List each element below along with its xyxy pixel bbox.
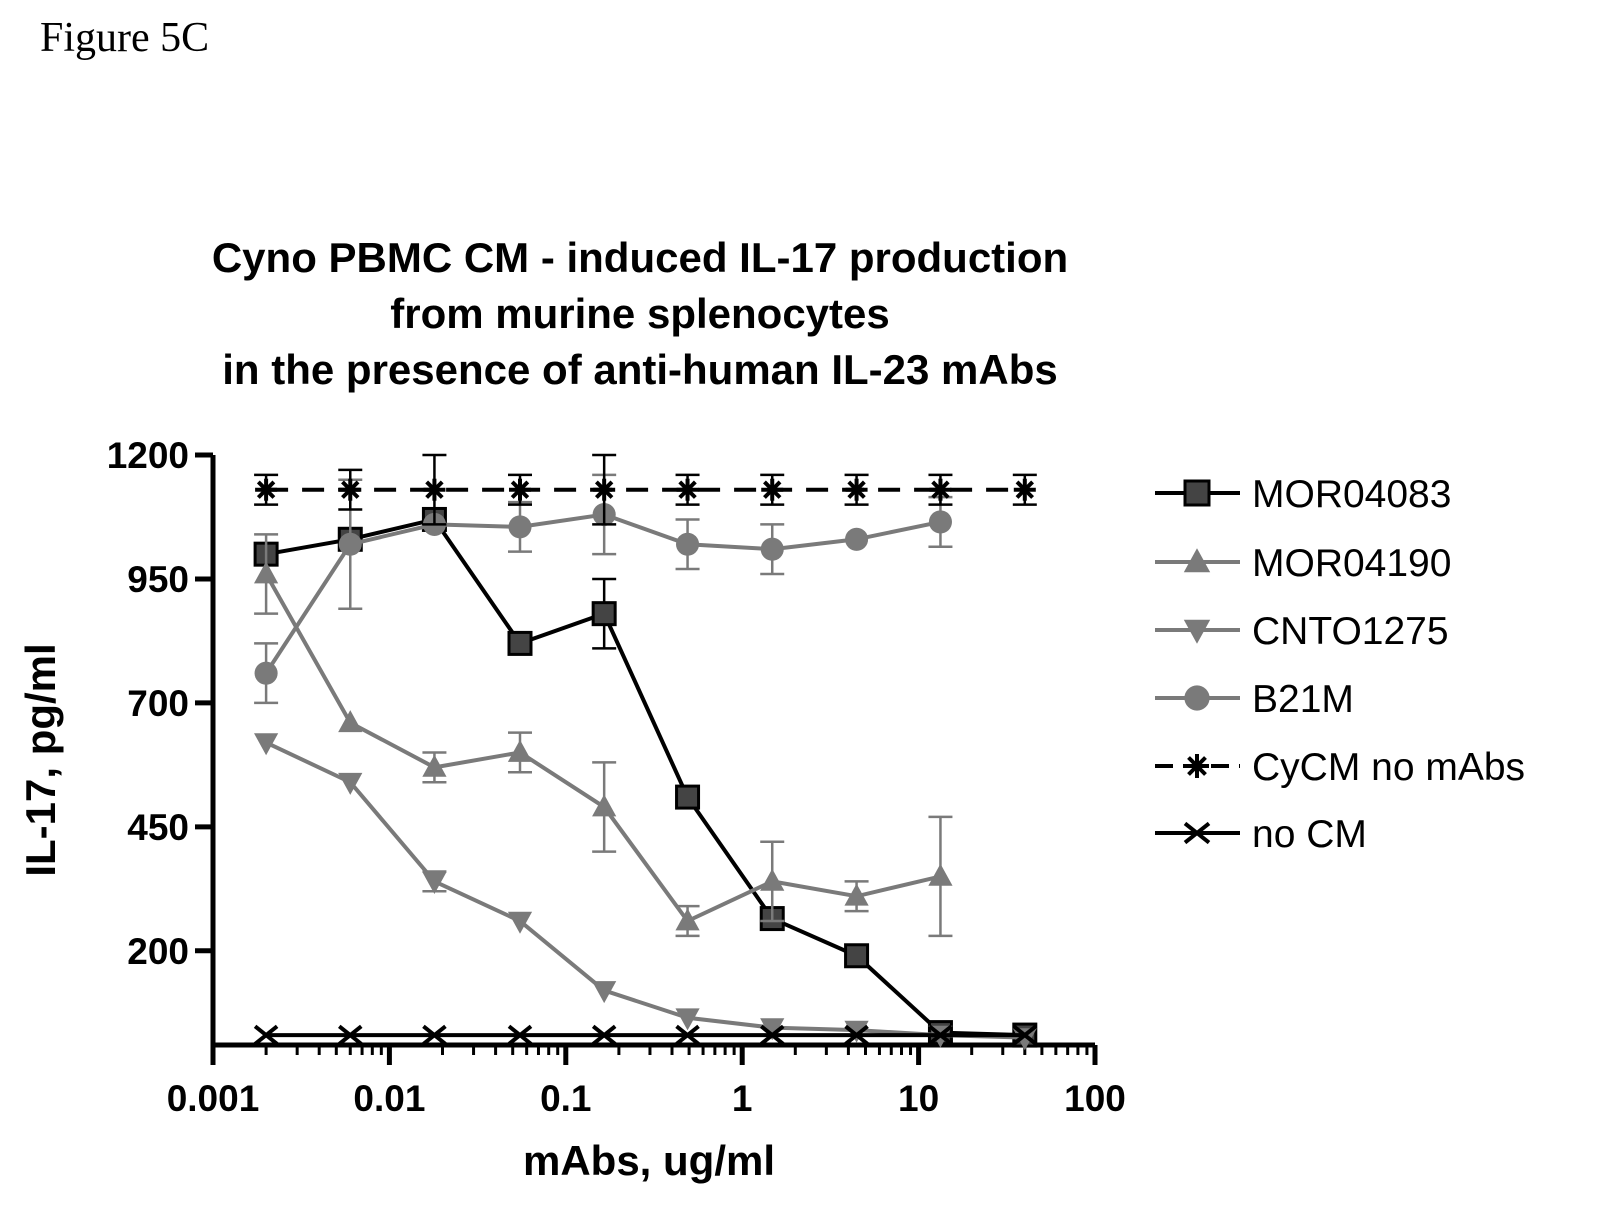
marker-triangle-down (254, 733, 279, 756)
y-tick-label: 450 (127, 807, 189, 848)
legend-item: CyCM no mAbs (1155, 746, 1525, 789)
marker-triangle-up (592, 794, 617, 817)
marker-asterisk-stroke (594, 480, 614, 499)
legend-item: no CM (1155, 813, 1367, 856)
series-no-cm (253, 1024, 1038, 1046)
marker-x-stroke (675, 1024, 700, 1046)
marker-square (844, 943, 870, 969)
x-tick-label: 1 (732, 1078, 753, 1119)
series-mor04083 (253, 506, 1038, 1048)
legend-item: B21M (1155, 678, 1354, 721)
marker-asterisk-stroke (847, 480, 866, 499)
chart-axes: 200 450 700 950 1200 0.001 0.01 0.1 1 10 100 mAbs, … (17, 435, 1126, 1184)
chart-title-line: from murine splenocytes (390, 290, 889, 337)
marker-circle (845, 527, 869, 551)
legend-item: MOR04190 (1155, 542, 1451, 585)
marker-square (1183, 479, 1211, 507)
marker-x-stroke (1012, 1024, 1038, 1046)
chart-series (253, 453, 1038, 1051)
chart-title-line: Cyno PBMC CM - induced IL-17 production (212, 234, 1068, 281)
legend-label: MOR04190 (1252, 542, 1451, 585)
chart-title-line: in the presence of anti-human IL-23 mAbs (222, 346, 1057, 393)
x-tick-label: 10 (898, 1078, 939, 1119)
marker-circle (676, 532, 700, 556)
y-tick-label: 1200 (107, 435, 189, 476)
legend-label: CyCM no mAbs (1252, 746, 1525, 789)
chart-legend: MOR04083 MOR04190 CNTO1275 B21M CyCM no mAbs… (1155, 473, 1525, 856)
legend-label: CNTO1275 (1252, 610, 1449, 653)
marker-asterisk-stroke (931, 480, 950, 499)
marker-triangle-up (422, 754, 447, 777)
marker-circle (1184, 685, 1210, 711)
marker-square (507, 630, 533, 656)
marker-triangle-up (507, 739, 533, 762)
marker-triangle-up (675, 908, 700, 931)
marker-x-stroke (507, 1024, 533, 1046)
x-tick-label: 0.1 (540, 1078, 591, 1119)
marker-triangle-down (422, 872, 447, 895)
marker-triangle-down (507, 911, 533, 934)
series-cycm-no-mabs (254, 453, 1037, 526)
marker-circle (928, 510, 952, 534)
marker-triangle-up (928, 863, 953, 886)
marker-asterisk-stroke (510, 480, 530, 499)
series-line (265, 740, 1025, 1040)
marker-triangle-up (1183, 548, 1211, 573)
y-tick-label: 950 (127, 559, 189, 600)
series-mor04190 (254, 533, 953, 938)
figure-label: Figure 5C (40, 15, 210, 61)
marker-triangle-down (844, 1020, 869, 1043)
marker-x-stroke (1183, 821, 1211, 845)
marker-x-stroke (759, 1024, 785, 1046)
marker-x-stroke (844, 1024, 869, 1046)
marker-triangle-down (760, 1018, 785, 1041)
marker-circle (760, 537, 784, 561)
marker-x-stroke (591, 1024, 617, 1046)
marker-asterisk-stroke (341, 480, 360, 499)
x-tick-label: 100 (1064, 1078, 1126, 1119)
legend-item: CNTO1275 (1155, 610, 1449, 653)
chart-title: Cyno PBMC CM - induced IL-17 production f… (212, 234, 1068, 393)
series-cnto1275 (254, 733, 1037, 1051)
marker-circle (254, 661, 278, 685)
marker-circle (508, 515, 532, 539)
x-tick-label: 0.01 (353, 1078, 425, 1119)
x-axis-label: mAbs, ug/ml (523, 1137, 775, 1184)
y-tick-label: 200 (127, 931, 189, 972)
marker-x-stroke (422, 1024, 447, 1046)
marker-triangle-down (675, 1008, 700, 1031)
legend-label: MOR04083 (1252, 473, 1451, 516)
x-tick-label: 0.001 (167, 1078, 260, 1119)
marker-circle (338, 532, 362, 556)
marker-x-stroke (928, 1024, 953, 1046)
marker-asterisk-stroke (256, 480, 276, 499)
legend-label: no CM (1252, 813, 1367, 856)
legend-label: B21M (1252, 678, 1354, 721)
marker-triangle-up (338, 710, 363, 733)
marker-triangle-down (1183, 619, 1211, 644)
marker-asterisk-stroke (678, 480, 697, 499)
series-line (265, 517, 1025, 1038)
marker-square (591, 601, 617, 627)
marker-square (675, 784, 701, 810)
marker-triangle-up (760, 868, 785, 891)
marker-asterisk-stroke (763, 480, 782, 499)
marker-triangle-down (592, 981, 617, 1004)
y-axis-label: IL-17, pg/ml (17, 643, 64, 876)
marker-asterisk-stroke (425, 480, 444, 499)
marker-x-stroke (338, 1024, 363, 1046)
legend-item: MOR04083 (1155, 473, 1451, 516)
marker-x-stroke (253, 1024, 279, 1046)
marker-triangle-down (338, 772, 363, 795)
marker-asterisk-stroke (1015, 480, 1034, 499)
marker-triangle-up (254, 561, 279, 584)
y-tick-label: 700 (127, 683, 189, 724)
marker-triangle-up (844, 883, 869, 906)
marker-asterisk-stroke (1187, 756, 1207, 776)
